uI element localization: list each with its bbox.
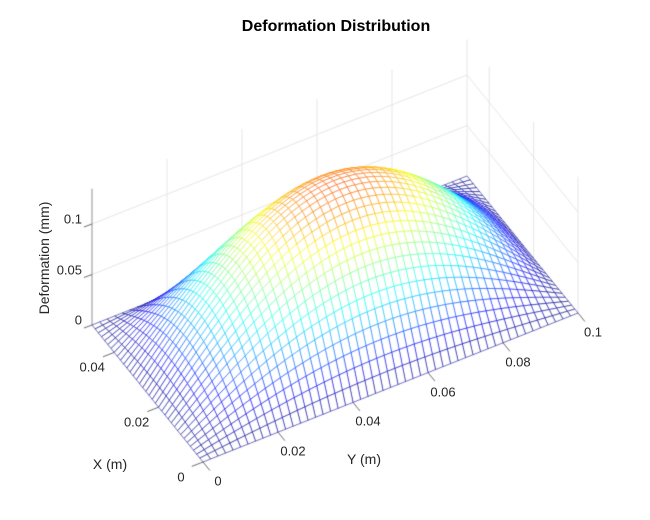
- y-tick-label: 0.1: [583, 324, 603, 340]
- y-tick-label: 0.08: [505, 354, 531, 370]
- y-tick-label: 0.04: [355, 413, 381, 429]
- x-axis-label: X (m): [92, 456, 128, 472]
- chart-title: Deformation Distribution: [241, 18, 431, 35]
- x-tick-label: 0.02: [123, 414, 150, 430]
- z-tick-label: 0.05: [56, 262, 82, 277]
- z-axis-label: Deformation (mm): [36, 201, 52, 315]
- y-tick-label: 0.02: [280, 443, 306, 459]
- y-tick-label: 0: [214, 473, 222, 489]
- z-tick-label: 0.1: [63, 211, 82, 227]
- y-tick-label: 0.06: [430, 384, 456, 400]
- z-tick-label: 0: [74, 312, 82, 328]
- x-tick-label: 0.04: [79, 359, 105, 375]
- x-tick-label: 0: [177, 469, 185, 485]
- y-axis-label: Y (m): [347, 451, 381, 467]
